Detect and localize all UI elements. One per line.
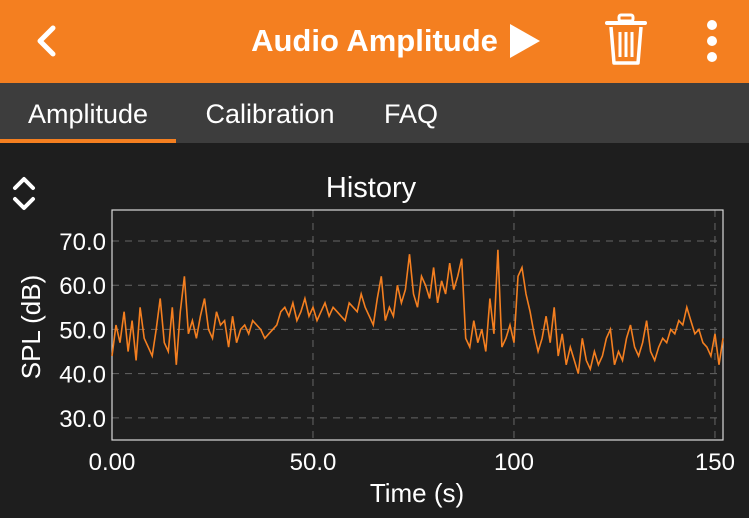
tab-faq-label: FAQ (383, 99, 438, 129)
y-tick-label: 70.0 (59, 229, 106, 256)
tab-bar: Amplitude Calibration FAQ (0, 83, 749, 143)
delete-button[interactable] (596, 10, 656, 70)
y-tick-label: 60.0 (59, 273, 106, 300)
axis-ticks: 30.0 40.0 50.0 60.0 70.0 0.00 50.0 100 150 (59, 229, 735, 476)
y-tick-label: 50.0 (59, 317, 106, 344)
play-icon (510, 24, 540, 58)
x-tick-label: 0.00 (89, 449, 136, 476)
y-tick-label: 30.0 (59, 406, 106, 433)
tab-calibration[interactable]: Calibration (182, 83, 358, 143)
chart-title: History (326, 172, 417, 204)
chevron-left-icon (37, 25, 56, 57)
x-tick-label: 150 (695, 449, 735, 476)
x-tick-label: 100 (494, 449, 534, 476)
tab-amplitude-label: Amplitude (27, 99, 149, 129)
x-axis-label: Time (s) (370, 478, 464, 508)
more-vertical-icon (707, 20, 717, 62)
y-tick-label: 40.0 (59, 362, 106, 389)
y-axis-label: SPL (dB) (16, 275, 46, 380)
x-tick-label: 50.0 (290, 449, 337, 476)
more-options-button[interactable] (690, 14, 734, 68)
tab-amplitude[interactable]: Amplitude (0, 83, 176, 143)
grid (111, 210, 723, 440)
back-button[interactable] (22, 16, 72, 66)
play-button[interactable] (496, 16, 552, 66)
expand-collapse-icon[interactable] (10, 172, 38, 214)
tab-faq[interactable]: FAQ (370, 83, 452, 143)
plot-frame (111, 209, 724, 441)
tab-calibration-label: Calibration (205, 99, 335, 129)
trash-icon (605, 13, 647, 65)
series-line (111, 249, 724, 374)
